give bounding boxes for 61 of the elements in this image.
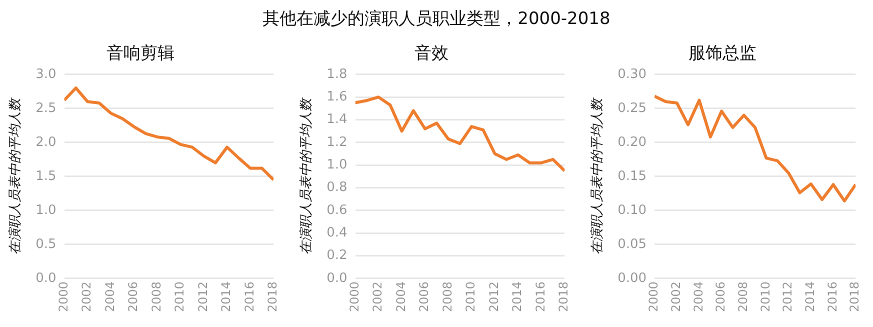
- x-tick-label: 2014: [510, 281, 524, 312]
- x-tick-label: 2002: [80, 281, 94, 312]
- x-tick-label: 2004: [691, 281, 706, 312]
- x-tick-label: 2006: [126, 281, 140, 312]
- x-tick-label: 2006: [417, 281, 432, 312]
- y-tick-label: 0.05: [618, 236, 647, 252]
- y-axis-title: 在演职人员表中的平均人数: [590, 96, 606, 254]
- x-tick-label: 2018: [848, 281, 862, 312]
- x-tick-label: 2000: [56, 281, 70, 312]
- chart-title: 服饰总监: [688, 44, 756, 64]
- x-tick-label: 2000: [646, 281, 661, 312]
- y-tick-label: 0.15: [618, 168, 647, 184]
- x-tick-label: 2018: [266, 281, 280, 312]
- x-tick-label: 2004: [394, 281, 408, 312]
- y-tick-label: 2.5: [36, 100, 56, 116]
- y-tick-label: 2.0: [36, 134, 56, 150]
- y-axis-title: 在演职人员表中的平均人数: [299, 96, 314, 254]
- y-tick-label: 1.5: [36, 168, 56, 184]
- x-tick-label: 2016: [242, 281, 256, 312]
- x-tick-label: 2000: [347, 281, 362, 312]
- text: 其他在减少的演职人员职业类型，2000-2018: [262, 8, 612, 31]
- x-tick-label: 2002: [370, 281, 385, 312]
- y-tick-label: 0.00: [618, 270, 647, 286]
- x-tick-label: 2018: [556, 281, 571, 312]
- y-tick-label: 0.5: [36, 236, 56, 252]
- x-tick-label: 2008: [440, 281, 454, 312]
- x-tick-label: 2010: [464, 281, 478, 312]
- x-tick-label: 2016: [825, 281, 840, 312]
- x-tick-label: 2012: [780, 281, 795, 312]
- x-tick-label: 2016: [533, 281, 548, 312]
- chart-title: 音效: [414, 44, 448, 64]
- x-tick-label: 2004: [102, 281, 117, 312]
- y-tick-label: 1.0: [36, 202, 56, 218]
- x-tick-label: 2010: [758, 281, 772, 312]
- y-tick-label: 0.8: [326, 180, 348, 196]
- y-axis-title: 在演职人员表中的平均人数: [8, 96, 24, 254]
- x-tick-label: 2014: [219, 281, 234, 312]
- y-tick-label: 0.4: [326, 225, 348, 240]
- x-tick-label: 2008: [149, 281, 164, 312]
- y-tick-label: 1.6: [326, 89, 348, 104]
- y-tick-label: 0.0: [36, 270, 56, 286]
- y-tick-label: 0.6: [326, 202, 348, 218]
- y-tick-label: 0.25: [618, 100, 647, 116]
- y-tick-label: 1.4: [326, 112, 348, 128]
- x-tick-label: 2002: [669, 281, 684, 312]
- y-tick-label: 0.2: [326, 248, 348, 264]
- x-tick-label: 2012: [486, 281, 501, 312]
- y-tick-label: 1.8: [326, 66, 348, 82]
- y-tick-label: 1.0: [326, 157, 348, 172]
- x-tick-label: 2008: [736, 281, 750, 312]
- x-tick-label: 2014: [803, 281, 818, 312]
- x-tick-label: 2010: [172, 281, 187, 312]
- y-tick-label: 0.20: [618, 134, 647, 150]
- y-tick-label: 0.10: [618, 202, 647, 218]
- y-tick-label: 1.2: [326, 134, 348, 150]
- x-tick-label: 2006: [714, 281, 728, 312]
- y-tick-label: 3.0: [36, 66, 56, 82]
- x-tick-label: 2012: [196, 281, 210, 312]
- y-tick-label: 0.30: [618, 66, 647, 82]
- y-tick-label: 0.0: [326, 270, 348, 286]
- chart-title: 音响剪辑: [106, 44, 174, 64]
